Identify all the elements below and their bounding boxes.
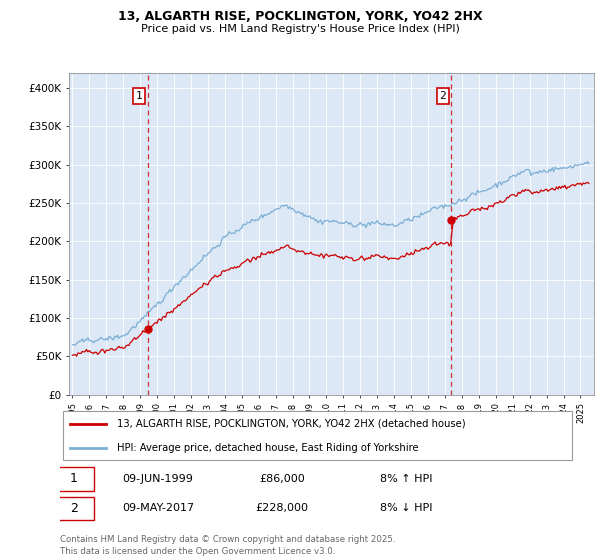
Text: Price paid vs. HM Land Registry's House Price Index (HPI): Price paid vs. HM Land Registry's House … xyxy=(140,24,460,34)
Text: 8% ↓ HPI: 8% ↓ HPI xyxy=(380,503,433,514)
Text: 8% ↑ HPI: 8% ↑ HPI xyxy=(380,474,433,484)
Text: 1: 1 xyxy=(70,473,78,486)
Text: £86,000: £86,000 xyxy=(259,474,305,484)
FancyBboxPatch shape xyxy=(55,467,94,491)
Text: 09-JUN-1999: 09-JUN-1999 xyxy=(122,474,193,484)
Text: 13, ALGARTH RISE, POCKLINGTON, YORK, YO42 2HX (detached house): 13, ALGARTH RISE, POCKLINGTON, YORK, YO4… xyxy=(117,419,466,429)
Text: 2: 2 xyxy=(439,91,446,101)
Text: 09-MAY-2017: 09-MAY-2017 xyxy=(122,503,194,514)
Text: £228,000: £228,000 xyxy=(256,503,308,514)
Text: 13, ALGARTH RISE, POCKLINGTON, YORK, YO42 2HX: 13, ALGARTH RISE, POCKLINGTON, YORK, YO4… xyxy=(118,10,482,22)
Text: 1: 1 xyxy=(136,91,143,101)
FancyBboxPatch shape xyxy=(62,411,572,460)
Text: Contains HM Land Registry data © Crown copyright and database right 2025.
This d: Contains HM Land Registry data © Crown c… xyxy=(60,535,395,556)
Text: 2: 2 xyxy=(70,502,78,515)
FancyBboxPatch shape xyxy=(55,497,94,520)
Text: HPI: Average price, detached house, East Riding of Yorkshire: HPI: Average price, detached house, East… xyxy=(117,443,418,453)
